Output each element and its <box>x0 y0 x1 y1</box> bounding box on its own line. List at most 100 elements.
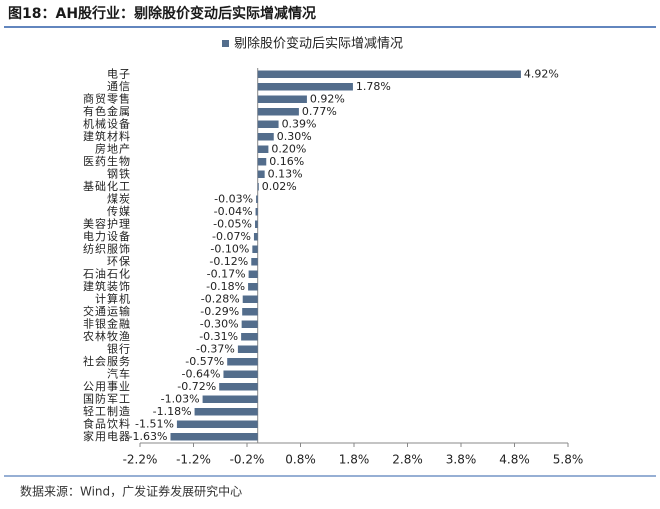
x-tick-label: 5.8% <box>553 453 584 467</box>
x-tick-label: -2.2% <box>123 453 158 467</box>
value-label: -0.17% <box>207 267 246 280</box>
bar <box>248 270 258 278</box>
y-tick-label: 医药生物 <box>83 154 131 168</box>
x-tick-label: 1.8% <box>339 453 370 467</box>
value-label: -0.29% <box>200 305 239 318</box>
y-tick-label: 农林牧渔 <box>83 329 131 343</box>
y-tick-label: 美容护理 <box>83 216 131 230</box>
y-tick-label: 纺织服饰 <box>83 241 131 255</box>
y-tick-label: 计算机 <box>95 291 131 305</box>
bar <box>257 158 267 166</box>
y-tick-label: 建筑装饰 <box>83 279 131 293</box>
x-tick-label: -1.2% <box>176 453 211 467</box>
value-label: -0.07% <box>212 230 251 243</box>
legend-label: 剔除股价变动后实际增减情况 <box>234 36 403 52</box>
bar <box>257 108 299 116</box>
bar <box>255 220 258 228</box>
value-label: -0.10% <box>210 242 249 255</box>
x-tick-label: 3.8% <box>446 453 477 467</box>
bar <box>223 370 258 378</box>
x-tick-label: -0.2% <box>230 453 265 467</box>
bar <box>237 345 258 353</box>
y-tick-label: 通信 <box>107 80 131 93</box>
value-label: 4.92% <box>524 67 559 80</box>
value-label: -1.51% <box>135 417 174 430</box>
bar <box>242 295 258 303</box>
y-tick-label: 国防军工 <box>83 391 131 405</box>
value-label: -0.57% <box>185 355 224 368</box>
value-label: 0.20% <box>271 142 306 155</box>
value-label: 1.78% <box>356 80 391 93</box>
y-tick-label: 汽车 <box>107 366 131 380</box>
bar <box>253 233 258 241</box>
y-tick-label: 轻工制造 <box>83 404 131 418</box>
value-label: 0.92% <box>310 92 345 105</box>
value-label: 0.13% <box>268 167 303 180</box>
y-tick-label: 电力设备 <box>83 229 131 243</box>
bar <box>202 395 258 403</box>
value-label: -0.12% <box>209 255 248 268</box>
y-tick-label: 交通运输 <box>83 304 131 318</box>
y-tick-label: 煤炭 <box>107 192 131 205</box>
y-tick-label: 传媒 <box>107 205 131 218</box>
y-tick-label: 有色金属 <box>83 104 131 118</box>
bar <box>257 83 353 91</box>
bar <box>241 320 258 328</box>
value-label: -0.37% <box>196 342 235 355</box>
bar <box>255 208 258 216</box>
y-tick-label: 食品饮料 <box>83 416 131 430</box>
value-label: 0.02% <box>262 180 297 193</box>
value-label: -0.03% <box>214 192 253 205</box>
bar <box>256 195 258 203</box>
value-label: -1.18% <box>153 405 192 418</box>
bar <box>257 145 269 153</box>
value-label: -0.18% <box>206 280 245 293</box>
y-tick-label: 社会服务 <box>83 354 131 368</box>
value-label: -0.72% <box>177 380 216 393</box>
source-note: 数据来源：Wind，广发证券发展研究中心 <box>20 484 242 499</box>
bar <box>219 383 258 391</box>
bar <box>252 245 258 253</box>
y-tick-label: 银行 <box>107 341 131 355</box>
y-tick-label: 石油石化 <box>83 266 131 280</box>
value-label: 0.39% <box>282 117 317 130</box>
value-label: -0.05% <box>213 217 252 230</box>
value-label: -1.63% <box>129 430 168 443</box>
bar <box>257 133 274 141</box>
value-label: -1.03% <box>161 392 200 405</box>
bar <box>170 433 258 441</box>
y-tick-label: 商贸零售 <box>83 91 131 105</box>
y-tick-label: 机械设备 <box>83 116 131 130</box>
y-tick-label: 电子 <box>107 67 131 80</box>
bar <box>257 95 307 103</box>
bar <box>251 258 258 266</box>
y-tick-label: 环保 <box>107 254 131 268</box>
bar <box>257 70 521 78</box>
x-tick-label: 4.8% <box>499 453 530 467</box>
x-tick-label: 2.8% <box>392 453 423 467</box>
bar <box>194 408 258 416</box>
bar <box>257 170 265 178</box>
legend-swatch <box>222 40 229 47</box>
bar <box>257 120 279 128</box>
value-label: 0.30% <box>277 130 312 143</box>
bar <box>242 308 258 316</box>
bar <box>241 333 258 341</box>
value-label: -0.31% <box>199 330 238 343</box>
y-tick-label: 基础化工 <box>83 179 131 193</box>
value-label: -0.30% <box>200 317 239 330</box>
y-tick-label: 公用事业 <box>83 380 131 393</box>
y-tick-label: 家用电器 <box>83 429 131 443</box>
chart-title: 图18：AH股行业：剔除股价变动后实际增减情况 <box>8 5 316 22</box>
y-tick-label: 房地产 <box>95 141 131 155</box>
x-tick-label: 0.8% <box>285 453 316 467</box>
y-tick-label: 建筑材料 <box>83 129 131 143</box>
bar <box>176 420 258 428</box>
value-label: -0.28% <box>201 292 240 305</box>
value-label: -0.04% <box>214 205 253 218</box>
value-label: -0.64% <box>182 367 221 380</box>
bar <box>257 183 259 191</box>
bar <box>227 358 258 366</box>
